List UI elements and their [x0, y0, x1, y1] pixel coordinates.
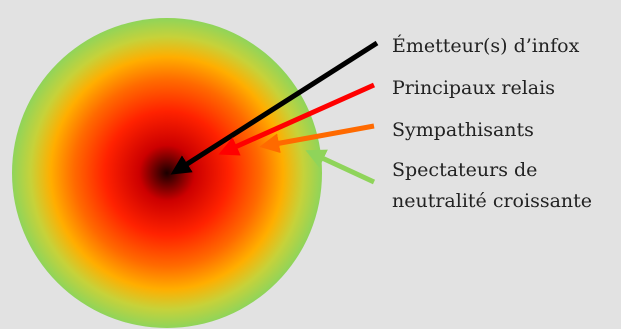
label-spectators-line2: neutralité croissante	[392, 190, 593, 212]
arrow-emitter	[170, 40, 379, 175]
arrow-spectators	[305, 149, 376, 185]
arrow-relays	[218, 82, 376, 156]
label-emitters: Émetteur(s) d’infox	[392, 35, 580, 57]
label-sympathizers: Sympathisants	[392, 119, 534, 141]
label-main-relays: Principaux relais	[392, 77, 555, 99]
arrow-sympathizers	[259, 123, 375, 154]
label-spectators-line1: Spectateurs de	[392, 159, 538, 181]
gradient-circle	[12, 18, 322, 328]
